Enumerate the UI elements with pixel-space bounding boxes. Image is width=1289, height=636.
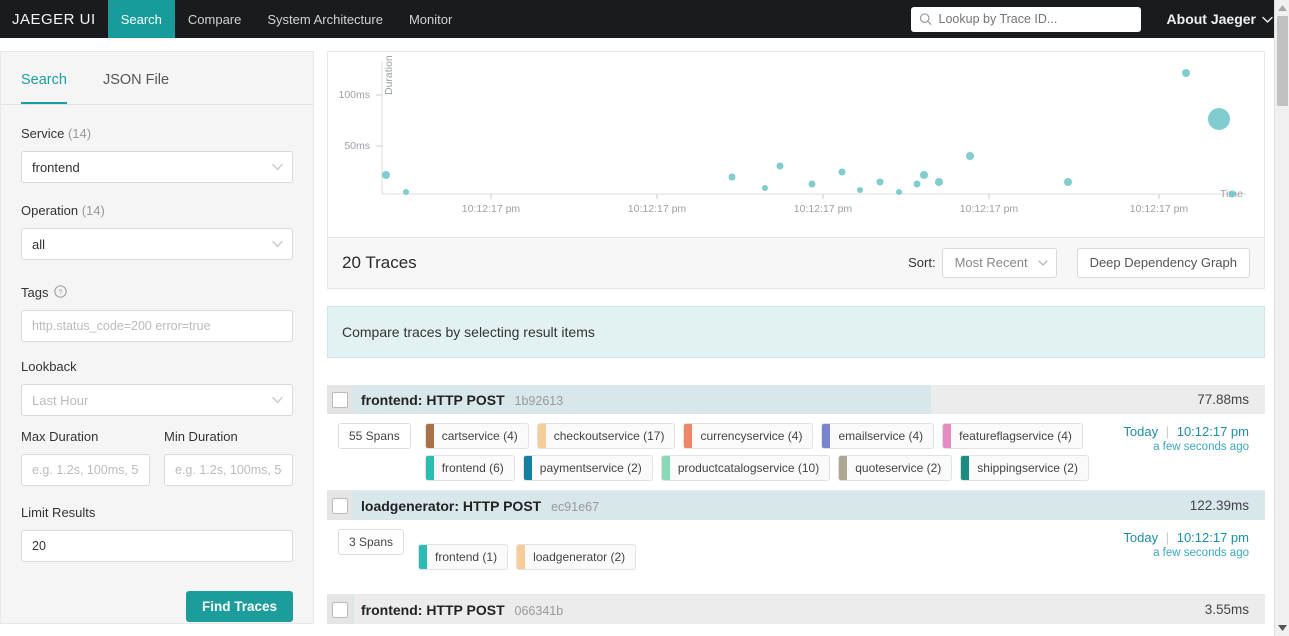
svg-text:50ms: 50ms: [344, 140, 370, 152]
svg-text:10:12:17 pm: 10:12:17 pm: [960, 203, 1019, 215]
svg-text:10:12:17 pm: 10:12:17 pm: [462, 203, 521, 215]
svg-text:Duration: Duration: [383, 55, 395, 95]
svg-text:10:12:17 pm: 10:12:17 pm: [1130, 203, 1189, 215]
svg-text:100ms: 100ms: [338, 89, 370, 101]
svg-text:10:12:17 pm: 10:12:17 pm: [628, 203, 687, 215]
svg-text:10:12:17 pm: 10:12:17 pm: [794, 203, 853, 215]
svg-text:?: ?: [59, 289, 63, 296]
